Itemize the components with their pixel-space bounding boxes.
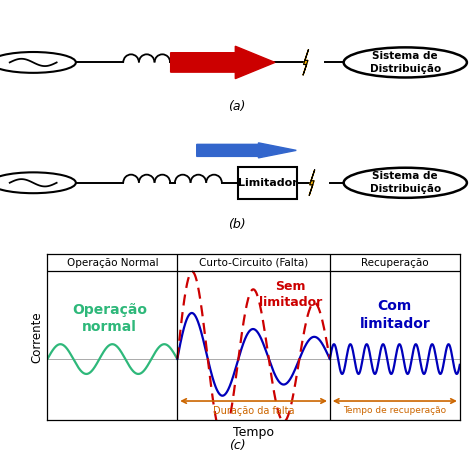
X-axis label: Tempo: Tempo: [233, 425, 274, 439]
Text: Sistema de
Distribuição: Sistema de Distribuição: [370, 171, 441, 194]
Text: Limitador: Limitador: [238, 178, 298, 188]
Text: Com
limitador: Com limitador: [359, 300, 430, 331]
Bar: [238, 167, 297, 199]
Text: (c): (c): [228, 439, 246, 452]
Circle shape: [344, 47, 467, 78]
Text: Sistema de
Distribuição: Sistema de Distribuição: [370, 51, 441, 74]
Text: Curto-Circuito (Falta): Curto-Circuito (Falta): [199, 258, 308, 268]
Text: (a): (a): [228, 100, 246, 114]
Circle shape: [344, 168, 467, 198]
Polygon shape: [171, 46, 275, 79]
Y-axis label: Corrente: Corrente: [30, 311, 43, 363]
Polygon shape: [303, 49, 309, 75]
Text: Sem
limitador: Sem limitador: [259, 280, 322, 309]
Text: (b): (b): [228, 218, 246, 232]
Text: Operação Normal: Operação Normal: [66, 258, 158, 268]
Text: Recuperação: Recuperação: [361, 258, 428, 268]
Text: Tempo de recuperação: Tempo de recuperação: [343, 406, 447, 415]
Text: Operação
normal: Operação normal: [72, 303, 147, 334]
Polygon shape: [309, 170, 315, 196]
Text: Duração da falta: Duração da falta: [213, 406, 294, 416]
Polygon shape: [197, 143, 296, 158]
